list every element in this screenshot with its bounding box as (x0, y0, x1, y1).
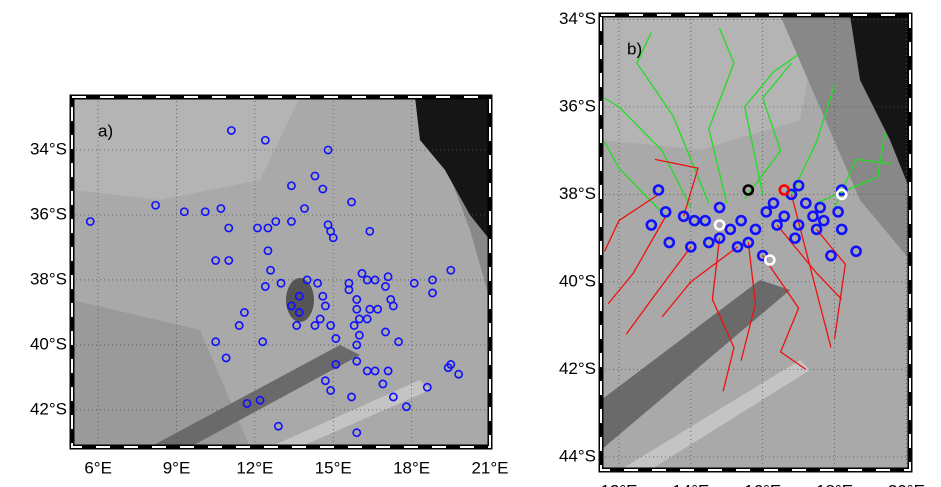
panel-label: a) (98, 121, 113, 140)
y-tick-label: 40°S (30, 334, 67, 353)
x-tick-label: 6°E (84, 458, 112, 477)
x-tick-label: 12°E (600, 481, 637, 487)
figure: 6°E 9°E 12°E 15°E 18°E 21°E 34°S 36°S 38°S 40°S 42… (0, 0, 941, 487)
bathymetry-b (601, 15, 910, 470)
y-tick-label: 44°S (559, 446, 596, 465)
y-tick-label: 36°S (30, 204, 67, 223)
x-tick-label: 9°E (163, 458, 191, 477)
x-tick-label: 15°E (315, 458, 352, 477)
x-tick-label: 18°E (393, 458, 430, 477)
y-tick-label: 36°S (559, 96, 596, 115)
y-tick-label: 34°S (559, 9, 596, 28)
y-tick-label: 38°S (30, 269, 67, 288)
y-tick-label: 42°S (559, 359, 596, 378)
x-tick-label: 21°E (471, 458, 508, 477)
y-tick-label: 34°S (30, 139, 67, 158)
x-tick-label: 12°E (236, 458, 273, 477)
x-tick-label: 16°E (744, 481, 781, 487)
x-tick-label: 14°E (672, 481, 709, 487)
panel-label: b) (627, 39, 642, 58)
bathymetry-a (72, 97, 490, 447)
y-tick-label: 40°S (559, 271, 596, 290)
x-tick-label: 20°E (888, 481, 925, 487)
x-tick-label: 18°E (816, 481, 853, 487)
y-tick-label: 38°S (559, 184, 596, 203)
y-tick-label: 42°S (30, 399, 67, 418)
